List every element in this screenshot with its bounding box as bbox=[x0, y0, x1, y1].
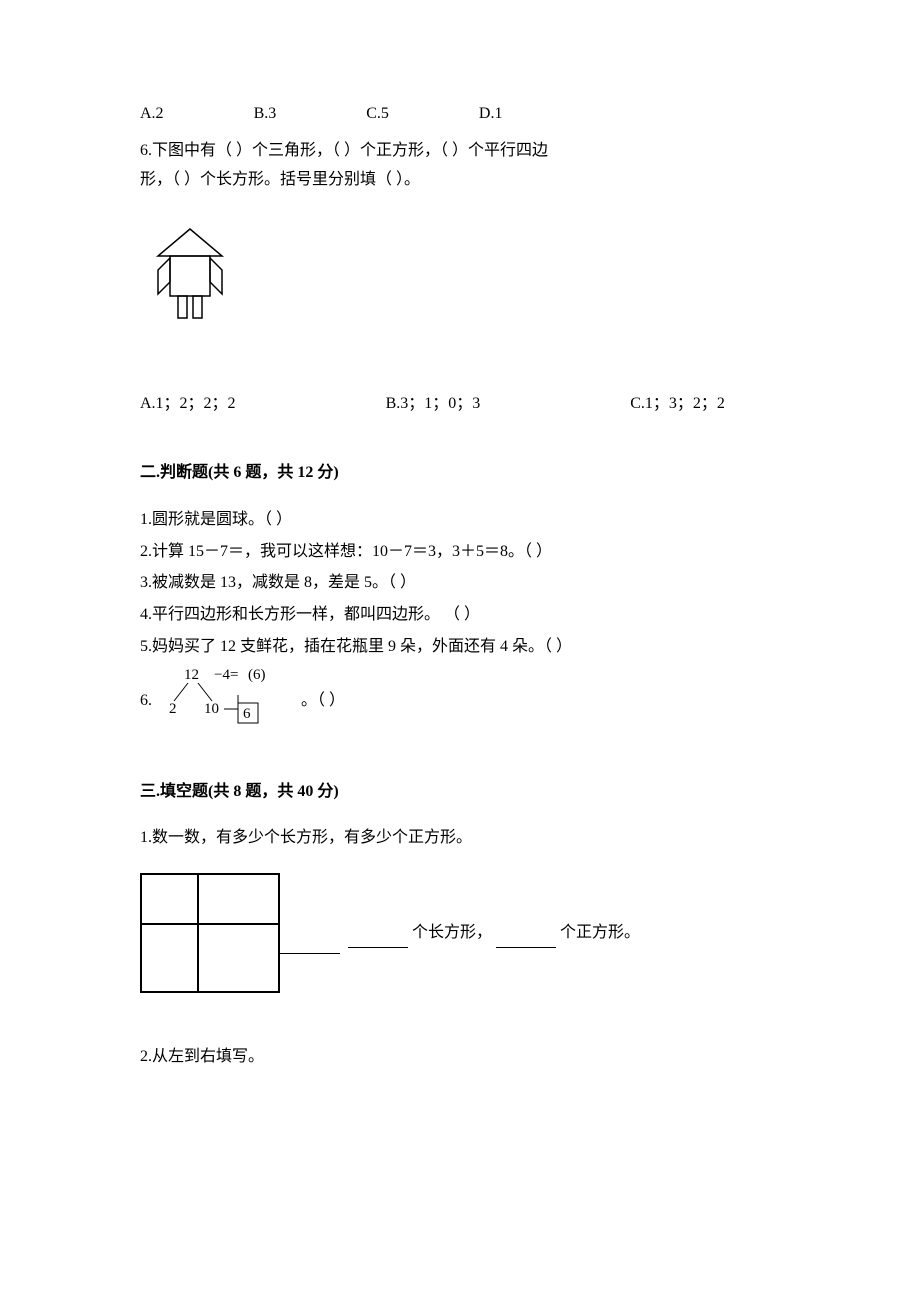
svg-text:10: 10 bbox=[204, 701, 219, 717]
q6-option-c: C.1；3；2；2 bbox=[630, 390, 725, 419]
grid-figure bbox=[140, 873, 280, 993]
q6-text-line1: 6.下图中有（ ）个三角形，（ ）个正方形，（ ）个平行四边 bbox=[140, 137, 780, 166]
judge-item-2: 2.计算 15－7＝，我可以这样想：10－7＝3，3＋5＝8。（ ） bbox=[140, 538, 780, 567]
judge-item-6: 6. 12 −4= (6) 2 10 6 。（ ） bbox=[140, 665, 780, 738]
connector-line bbox=[280, 953, 340, 954]
svg-text:6: 6 bbox=[243, 706, 251, 722]
q6-text-line2: 形，（ ）个长方形。括号里分别填（ ）。 bbox=[140, 166, 780, 195]
judge-item-6-num: 6. bbox=[140, 687, 152, 716]
judge-item-5: 5.妈妈买了 12 支鲜花，插在花瓶里 9 朵，外面还有 4 朵。（ ） bbox=[140, 633, 780, 662]
q5-option-a: A.2 bbox=[140, 100, 164, 129]
q6-option-b: B.3；1；0；3 bbox=[386, 390, 481, 419]
q5-option-b: B.3 bbox=[254, 100, 277, 129]
judge-item-4: 4.平行四边形和长方形一样，都叫四边形。 （ ） bbox=[140, 601, 780, 630]
q6-options: A.1；2；2；2 B.3；1；0；3 C.1；3；2；2 bbox=[140, 390, 780, 419]
q5-options: A.2 B.3 C.5 D.1 bbox=[140, 100, 780, 129]
blank-rect-count[interactable] bbox=[348, 932, 408, 948]
label-rect: 个长方形， bbox=[412, 924, 492, 941]
blank-square-count[interactable] bbox=[496, 932, 556, 948]
decomposition-figure: 12 −4= (6) 2 10 6 bbox=[156, 665, 301, 738]
q6-figure bbox=[140, 224, 780, 350]
svg-text:2: 2 bbox=[169, 701, 177, 717]
q5-option-d: D.1 bbox=[479, 100, 503, 129]
svg-text:−4=: −4= bbox=[214, 667, 238, 683]
q5-option-c: C.5 bbox=[366, 100, 389, 129]
judge-item-3: 3.被减数是 13，减数是 8，差是 5。（ ） bbox=[140, 569, 780, 598]
q6-question: 6.下图中有（ ）个三角形，（ ）个正方形，（ ）个平行四边 形，（ ）个长方形… bbox=[140, 137, 780, 195]
fill-q1-answer-area: 个长方形， 个正方形。 bbox=[348, 919, 640, 948]
svg-text:12: 12 bbox=[184, 667, 199, 683]
fill-q2-text: 2.从左到右填写。 bbox=[140, 1043, 780, 1072]
q6-option-a: A.1；2；2；2 bbox=[140, 390, 236, 419]
fill-q1-figure-row: 个长方形， 个正方形。 bbox=[140, 873, 780, 993]
section3-title: 三.填空题(共 8 题，共 40 分) bbox=[140, 778, 780, 807]
judge-item-6-suffix: 。（ ） bbox=[301, 687, 345, 716]
section2-title: 二.判断题(共 6 题，共 12 分) bbox=[140, 459, 780, 488]
svg-text:(6): (6) bbox=[248, 667, 266, 683]
label-square: 个正方形。 bbox=[560, 924, 640, 941]
judge-item-1: 1.圆形就是圆球。（ ） bbox=[140, 506, 780, 535]
fill-q1-text: 1.数一数，有多少个长方形，有多少个正方形。 bbox=[140, 824, 780, 853]
